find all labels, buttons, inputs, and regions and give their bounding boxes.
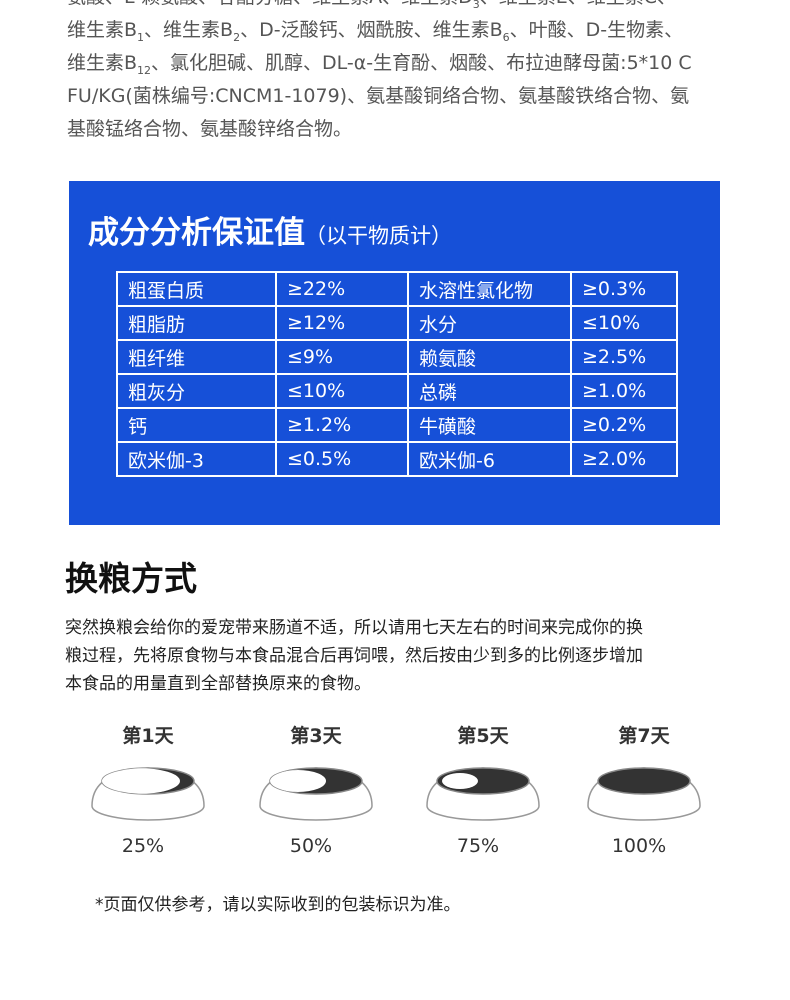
table-row: 粗脂肪 ≥12% 水分 ≤10%	[116, 305, 678, 341]
table-row: 粗纤维 ≤9% 赖氨酸 ≥2.5%	[116, 339, 678, 375]
footer-note: *页面仅供参考，请以实际收到的包装标识为准。	[95, 895, 461, 915]
percent-label: 100%	[611, 835, 667, 857]
ingredient-line: 氨酸、L-赖氨酸、谷酪分糖、维生素A、维生素D3、维生素E、维生素C、	[67, 0, 676, 11]
table-cell: 钙	[116, 407, 277, 443]
table-cell: 赖氨酸	[407, 339, 572, 375]
section-title: 换粮方式	[65, 559, 197, 598]
text: FU/KG(菌株编号:CNCM1-1079)、氨基酸铜络合物、氨基酸铁络合物、氨	[67, 85, 690, 107]
text: 、叶酸、D-生物素、	[509, 19, 684, 41]
table-cell: 水分	[407, 305, 572, 341]
table-cell: ≥1.2%	[275, 407, 409, 443]
table-cell: ≥0.2%	[570, 407, 678, 443]
subscript: 1	[137, 30, 145, 44]
table-cell: ≤10%	[275, 373, 409, 409]
text: 维生素B	[67, 52, 138, 74]
table-cell: 牛磺酸	[407, 407, 572, 443]
paragraph-line: 粮过程，先将原食物与本食品混合后再饲喂，然后按由少到多的比例逐步增加	[65, 646, 643, 666]
table-cell: ≥12%	[275, 305, 409, 341]
analysis-table: 粗蛋白质 ≥22% 水溶性氯化物 ≥0.3% 粗脂肪 ≥12% 水分 ≤10% 粗纤维 ≤9% 赖氨…	[116, 271, 678, 477]
table-cell: 水溶性氯化物	[407, 271, 572, 307]
text: 、D-泛酸钙、烟酰胺、维生素B	[240, 19, 503, 41]
subscript: 6	[502, 30, 510, 44]
text: 、维生素B	[144, 19, 234, 41]
ingredient-line: 维生素B12、氯化胆碱、肌醇、DL-α-生育酚、烟酸、布拉迪酵母菌:5*10 C	[67, 48, 692, 77]
day-label: 第7天	[618, 725, 670, 747]
ingredient-line: FU/KG(菌株编号:CNCM1-1079)、氨基酸铜络合物、氨基酸铁络合物、氨	[67, 81, 689, 108]
ingredient-line: 维生素B1、维生素B2、D-泛酸钙、烟酰胺、维生素B6、叶酸、D-生物素、	[67, 15, 683, 44]
table-cell: 粗灰分	[116, 373, 277, 409]
table-row: 粗灰分 ≤10% 总磷 ≥1.0%	[116, 373, 678, 409]
paragraph-line: 本食品的用量直到全部替换原来的食物。	[65, 674, 371, 694]
table-row: 钙 ≥1.2% 牛磺酸 ≥0.2%	[116, 407, 678, 443]
percent-label: 50%	[289, 835, 333, 857]
title-text: 成分分析保证值	[88, 215, 305, 251]
subscript: 3	[472, 0, 480, 11]
table-cell: 欧米伽-3	[116, 441, 277, 477]
analysis-title: 成分分析保证值（以干物质计）	[88, 207, 452, 252]
table-cell: ≤9%	[275, 339, 409, 375]
bowl	[91, 767, 205, 821]
text: 、维生素E、维生素C、	[480, 0, 676, 8]
percent-label: 25%	[121, 835, 165, 857]
subscript: 2	[233, 30, 241, 44]
text: 基酸锰络合物、氨基酸锌络合物。	[67, 118, 353, 140]
bowl	[426, 767, 540, 821]
table-row: 粗蛋白质 ≥22% 水溶性氯化物 ≥0.3%	[116, 271, 678, 307]
day-label: 第3天	[290, 725, 342, 747]
table-cell: ≤0.5%	[275, 441, 409, 477]
bowl	[259, 767, 373, 821]
day-label: 第5天	[457, 725, 509, 747]
subscript: 12	[137, 63, 152, 77]
table-cell: ≥0.3%	[570, 271, 678, 307]
table-cell: 粗脂肪	[116, 305, 277, 341]
table-cell: 粗纤维	[116, 339, 277, 375]
table-cell: 总磷	[407, 373, 572, 409]
text: 维生素B	[67, 19, 138, 41]
text: 、氯化胆碱、肌醇、DL-α-生育酚、烟酸、布拉迪酵母菌:5*10 C	[151, 52, 692, 74]
table-cell: ≥1.0%	[570, 373, 678, 409]
analysis-box: 成分分析保证值（以干物质计） 粗蛋白质 ≥22% 水溶性氯化物 ≥0.3% 粗脂肪 ≥12…	[69, 181, 720, 525]
percent-label: 75%	[456, 835, 500, 857]
title-note: （以干物质计）	[305, 224, 452, 248]
text: 氨酸、L-赖氨酸、谷酪分糖、维生素A、维生素D	[67, 0, 473, 8]
table-row: 欧米伽-3 ≤0.5% 欧米伽-6 ≥2.0%	[116, 441, 678, 477]
table-cell: ≥22%	[275, 271, 409, 307]
table-cell: 粗蛋白质	[116, 271, 277, 307]
ingredient-line: 基酸锰络合物、氨基酸锌络合物。	[67, 114, 352, 141]
table-cell: ≤10%	[570, 305, 678, 341]
table-cell: 欧米伽-6	[407, 441, 572, 477]
day-label: 第1天	[122, 725, 174, 747]
table-cell: ≥2.5%	[570, 339, 678, 375]
table-cell: ≥2.0%	[570, 441, 678, 477]
bowl	[587, 767, 701, 821]
paragraph-line: 突然换粮会给你的爱宠带来肠道不适，所以请用七天左右的时间来完成你的换	[65, 618, 643, 638]
